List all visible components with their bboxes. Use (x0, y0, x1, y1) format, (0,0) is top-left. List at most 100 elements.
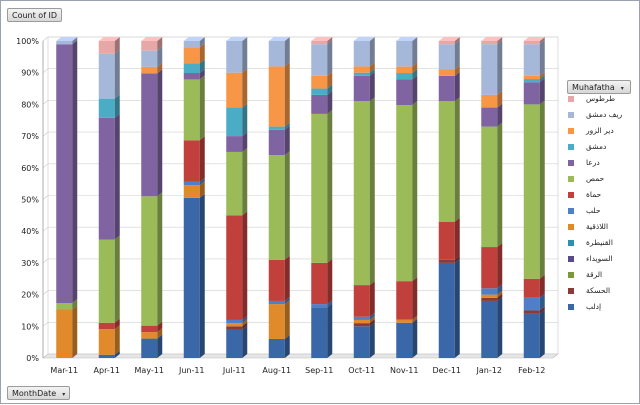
bar-segment (481, 126, 498, 248)
bar-segment-side (497, 37, 503, 45)
bar-top-face (141, 37, 163, 41)
legend-field-button[interactable]: Muhafatha ▾ (567, 80, 631, 94)
bar-segment (311, 113, 328, 263)
bar-segment (438, 262, 455, 358)
bar-segment-side (454, 97, 460, 222)
bar-segment-side (199, 69, 205, 80)
bar-segment-side (284, 62, 290, 127)
x-tick-label: Aug-11 (262, 366, 291, 375)
bar-top-face (98, 37, 120, 41)
bar-segment (523, 278, 540, 298)
x-tick-label: Dec-11 (432, 366, 461, 375)
bar-segment-side (157, 69, 163, 197)
bar-segment-side (72, 40, 78, 304)
bar-top-face (183, 37, 205, 41)
bar-top-face (226, 37, 248, 41)
bar-segment (353, 101, 370, 286)
bar-segment-side (539, 293, 545, 311)
bar-segment-side (369, 281, 375, 317)
bar-segment (481, 297, 498, 301)
gridline-depth (42, 258, 49, 264)
bar-segment-side (539, 306, 545, 314)
bar-segment-side (497, 90, 503, 108)
bar-segment (183, 79, 200, 141)
bar-segment (481, 294, 498, 298)
legend-label: الرقة (586, 270, 603, 279)
bar-segment-side (242, 132, 248, 152)
bar-segment (268, 41, 285, 67)
bar-segment-side (327, 71, 333, 89)
bar-segment (523, 297, 540, 311)
bar-segment (98, 98, 115, 118)
bar-segment-side (199, 193, 205, 358)
bar-segment-side (157, 328, 163, 339)
y-tick-label: 80% (21, 100, 39, 109)
bar-segment (268, 126, 285, 130)
bar-segment (98, 239, 115, 323)
bar-segment-side (454, 217, 460, 260)
bar-segment-side (157, 46, 163, 67)
x-tick-label: Mar-11 (50, 366, 78, 375)
chevron-down-icon[interactable]: ▾ (62, 391, 66, 398)
axis-field-button[interactable]: MonthDate ▾ (7, 386, 71, 400)
bar-segment-side (497, 243, 503, 289)
bar-segment (226, 319, 243, 324)
bar-segment-side (369, 68, 375, 76)
chevron-down-icon[interactable]: ▾ (620, 85, 624, 92)
bar-segment (98, 322, 115, 330)
bar-segment-side (199, 37, 205, 48)
bar-segment-side (284, 37, 290, 67)
bar-top-face (396, 37, 418, 41)
bar-segment-side (327, 37, 333, 45)
bar-segment (438, 101, 455, 222)
bar-segment (353, 285, 370, 317)
bar-segment (353, 326, 370, 358)
value-field-button[interactable]: Count of ID (7, 8, 63, 22)
bar-segment (183, 140, 200, 182)
bar-segment-side (454, 71, 460, 102)
legend-label: اللاذقية (586, 222, 609, 231)
bar-segment-side (497, 284, 503, 295)
bar-segment (226, 136, 243, 152)
gridline-depth (42, 131, 49, 137)
bar-segment (268, 338, 285, 358)
bar-segment-side (72, 299, 78, 310)
bar-segment-side (157, 192, 163, 326)
bar-segment-side (497, 296, 503, 358)
bar-segment-side (369, 319, 375, 327)
bar-segment-side (72, 305, 78, 358)
bar-segment-side (157, 321, 163, 333)
gridline-depth (42, 290, 49, 295)
bar-segment-side (242, 147, 248, 216)
bar-segment (396, 41, 413, 67)
bar-segment-side (412, 37, 418, 67)
legend-label: حلب (586, 206, 601, 215)
bar-segment (353, 323, 370, 327)
bar-segment-side (497, 290, 503, 298)
bar-segment-side (412, 75, 418, 106)
y-tick-label: 100% (16, 37, 39, 46)
bar-segment (183, 63, 200, 74)
bar-segment-side (242, 68, 248, 108)
gridline-depth (42, 322, 49, 327)
bar-segment (353, 319, 370, 324)
legend-swatch (568, 176, 574, 182)
bar-segment (226, 107, 243, 137)
legend-field-label: Muhafatha (572, 83, 615, 92)
bar-segment (311, 94, 328, 114)
bar-segment (268, 155, 285, 260)
bar-segment (226, 151, 243, 216)
bar-segment (183, 185, 200, 198)
bar-segment-side (284, 122, 290, 130)
bar-segment-side (114, 113, 120, 240)
bar-segment (396, 73, 413, 80)
legend-label: دمشق (586, 142, 607, 151)
bar-segment (183, 41, 200, 48)
legend-label: حمص (586, 174, 605, 183)
bar-segment-side (242, 37, 248, 73)
bar-segment (311, 75, 328, 89)
bar-segment-side (327, 109, 333, 263)
bar-segment (396, 105, 413, 282)
x-tick-label: Jul-11 (222, 366, 246, 375)
